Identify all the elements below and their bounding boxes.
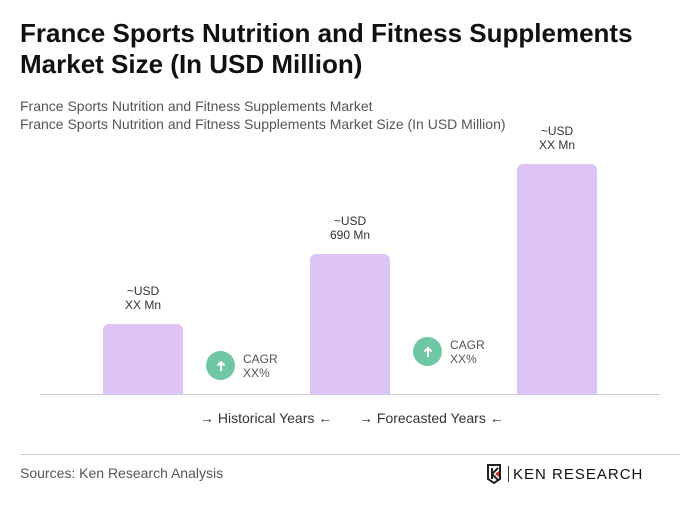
cagr-badge-1: CAGR XX%: [206, 351, 278, 380]
page-title: France Sports Nutrition and Fitness Supp…: [20, 18, 633, 79]
ken-research-logo: KEN RESEARCH: [486, 464, 643, 484]
legend-historical: → Historical Years ←: [200, 410, 333, 426]
bar-3: [517, 164, 597, 394]
arrow-up-icon: [206, 351, 235, 380]
divider: [20, 454, 680, 455]
source: Sources: Ken Research Analysis: [20, 465, 224, 481]
bar-1: [103, 324, 183, 394]
arrow-up-icon: [413, 337, 442, 366]
legend-forecasted: → Forecasted Years ←: [359, 410, 504, 426]
bar-label-2: ~USD 690 Mn: [329, 214, 371, 242]
subtitle-2: France Sports Nutrition and Fitness Supp…: [20, 116, 506, 132]
bar-label-3: ~USD XX Mn: [538, 124, 575, 152]
cagr-badge-2: CAGR XX%: [413, 337, 485, 366]
bar-label-1: ~USD XX Mn: [124, 284, 161, 312]
bar-2: [310, 254, 390, 394]
x-axis: [40, 394, 660, 395]
subtitle: France Sports Nutrition and Fitness Supp…: [20, 98, 373, 114]
